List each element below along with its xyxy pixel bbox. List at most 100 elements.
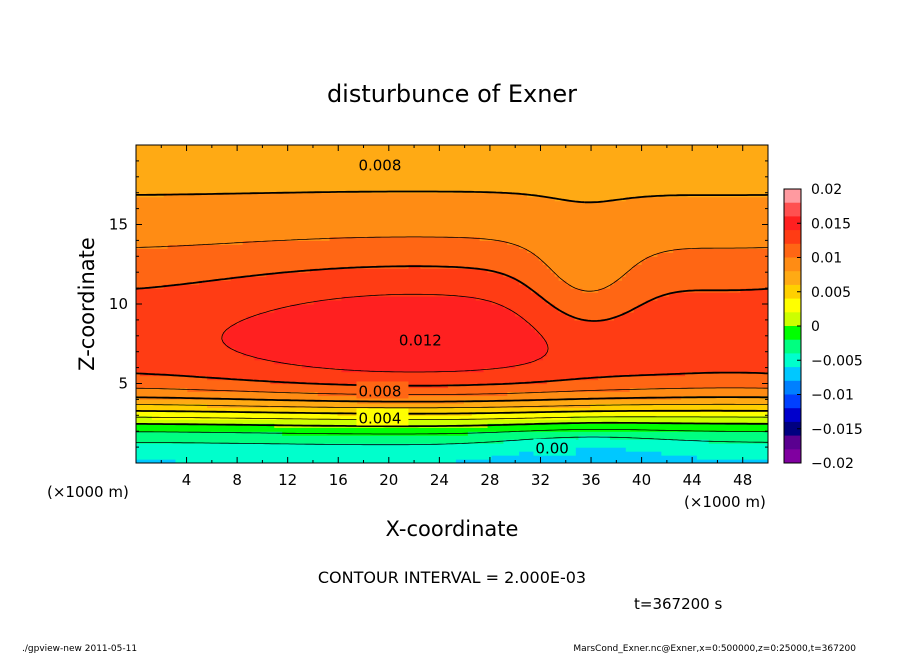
colorbar-tick-label: 0.01 bbox=[811, 251, 842, 267]
contour-band-cell bbox=[136, 451, 520, 456]
contour-band-cell bbox=[625, 272, 768, 277]
colorbar-swatch bbox=[784, 339, 801, 354]
contour-band-cell bbox=[341, 367, 485, 373]
contour-band-cell bbox=[487, 423, 768, 428]
x-tick-label: 48 bbox=[733, 471, 752, 489]
contour-band-cell bbox=[136, 391, 319, 397]
contour-band-cell bbox=[136, 196, 556, 202]
contour-label-bg bbox=[533, 438, 576, 456]
contour-band-cell bbox=[246, 315, 524, 321]
contour-band-cell bbox=[136, 160, 768, 166]
x-axis: 4 8 12 16 20 24 28 32 36 40 44 48 bbox=[160, 145, 752, 489]
contour-band-cell bbox=[491, 455, 698, 460]
contour-band-cell bbox=[136, 431, 283, 436]
contour-band-cell bbox=[136, 307, 275, 313]
contour-label: 0.008 bbox=[358, 157, 401, 175]
contour-interval-text: CONTOUR INTERVAL = 2.000E-03 bbox=[318, 568, 586, 587]
colorbar: 0.02 0.015 0.01 0.005 0 −0.005 −0.01 −0.015 −0.0… bbox=[783, 182, 863, 472]
contour-band-cell bbox=[546, 379, 768, 385]
contour-band-cell bbox=[136, 319, 240, 325]
contour-band-cell bbox=[136, 260, 544, 265]
contour-band-cell bbox=[136, 359, 275, 365]
contour-band-cell bbox=[633, 264, 768, 269]
contour-band-cell bbox=[167, 244, 520, 249]
contour-band-cell bbox=[199, 280, 520, 285]
contour-band-cell bbox=[538, 256, 647, 261]
contour-band-cell bbox=[136, 327, 228, 333]
contour-band-cell bbox=[542, 260, 643, 265]
colorbar-swatch bbox=[784, 189, 801, 204]
contour-band-cell bbox=[136, 335, 224, 341]
contour-label-bg bbox=[356, 155, 409, 173]
colorbar-swatch bbox=[784, 312, 801, 327]
contour-band-cell bbox=[475, 296, 544, 301]
contour-band-cell bbox=[136, 292, 540, 297]
contour-band-cell bbox=[136, 419, 768, 424]
colorbar-swatch bbox=[784, 257, 801, 272]
contour-band-cell bbox=[136, 232, 768, 238]
contour-band-cell bbox=[136, 439, 504, 444]
contour-band-cell bbox=[136, 315, 248, 321]
contour-band-cell bbox=[657, 252, 768, 257]
colorbar-swatch bbox=[784, 408, 801, 423]
contour-line bbox=[136, 436, 768, 446]
contour-band-cell bbox=[136, 264, 410, 269]
contour-band-cell bbox=[136, 204, 768, 210]
contour-band-cell bbox=[136, 311, 260, 317]
contour-band-cell bbox=[136, 284, 165, 289]
contour-band-cell bbox=[554, 272, 627, 277]
colorbar-tick-label: 0 bbox=[811, 319, 820, 335]
contour-band-cell bbox=[629, 387, 768, 393]
contour-band-cell bbox=[230, 276, 516, 281]
contour-band-cell bbox=[546, 339, 768, 345]
contour-band-cell bbox=[558, 307, 635, 313]
contour-band-cell bbox=[136, 212, 768, 218]
contour-band-cell bbox=[136, 427, 768, 432]
y-axis: 5 10 15 bbox=[109, 160, 768, 448]
contour-band-cell bbox=[527, 284, 572, 289]
contour-band-cell bbox=[527, 319, 768, 325]
contour-band-cell bbox=[136, 304, 291, 309]
contour-band-cell bbox=[136, 216, 768, 222]
contour-band-cell bbox=[274, 307, 512, 313]
contour-band-cell bbox=[598, 288, 741, 293]
contour-label: 0.00 bbox=[535, 440, 568, 458]
colorbar-tick-label: −0.02 bbox=[811, 456, 854, 472]
contour-band-cell bbox=[136, 200, 768, 206]
colorbar-swatch bbox=[784, 394, 801, 409]
contour-band-cell bbox=[136, 375, 208, 381]
y-tick-label: 10 bbox=[109, 295, 128, 313]
contour-band-cell bbox=[136, 256, 540, 261]
contour-band-cell bbox=[467, 431, 768, 436]
contour-band-cell bbox=[136, 355, 256, 361]
contour-band-cell bbox=[542, 335, 768, 341]
contour-band-cell bbox=[534, 327, 768, 333]
contour-band-cell bbox=[136, 379, 271, 385]
contour-band-cell bbox=[637, 304, 768, 309]
contour-band-cell bbox=[187, 387, 631, 393]
colorbar-swatch bbox=[784, 380, 801, 395]
contour-band-cell bbox=[542, 296, 658, 301]
contour-band-cell bbox=[554, 196, 627, 202]
contour-band-cell bbox=[566, 311, 623, 317]
contour-band-cell bbox=[613, 315, 768, 321]
contour-band-cell bbox=[207, 375, 599, 381]
contour-band-cell bbox=[313, 300, 493, 305]
colorbar-swatch bbox=[784, 202, 801, 217]
colorbar-swatch bbox=[784, 216, 801, 231]
contour-band-cell bbox=[669, 292, 768, 297]
x-tick-label: 20 bbox=[379, 471, 398, 489]
contour-labels: 0.008 0.012 0.008 0.004 0.00 bbox=[356, 155, 576, 458]
y-axis-label: Z-coordinate bbox=[75, 237, 99, 371]
contour-band-cell bbox=[136, 156, 768, 162]
footer-right: MarsCond_Exner.nc@Exner,x=0:500000,z=0:2… bbox=[573, 644, 856, 654]
contour-band-cell bbox=[610, 284, 768, 289]
contour-band-cell bbox=[487, 268, 552, 273]
contour-band-cell bbox=[546, 300, 647, 305]
contour-label: 0.008 bbox=[358, 382, 401, 400]
contour-line bbox=[136, 236, 768, 395]
contour-band-cell bbox=[523, 315, 576, 321]
contour-band-cell bbox=[136, 184, 768, 190]
contour-band-cell bbox=[136, 351, 244, 357]
contour-band-cell bbox=[554, 304, 639, 309]
